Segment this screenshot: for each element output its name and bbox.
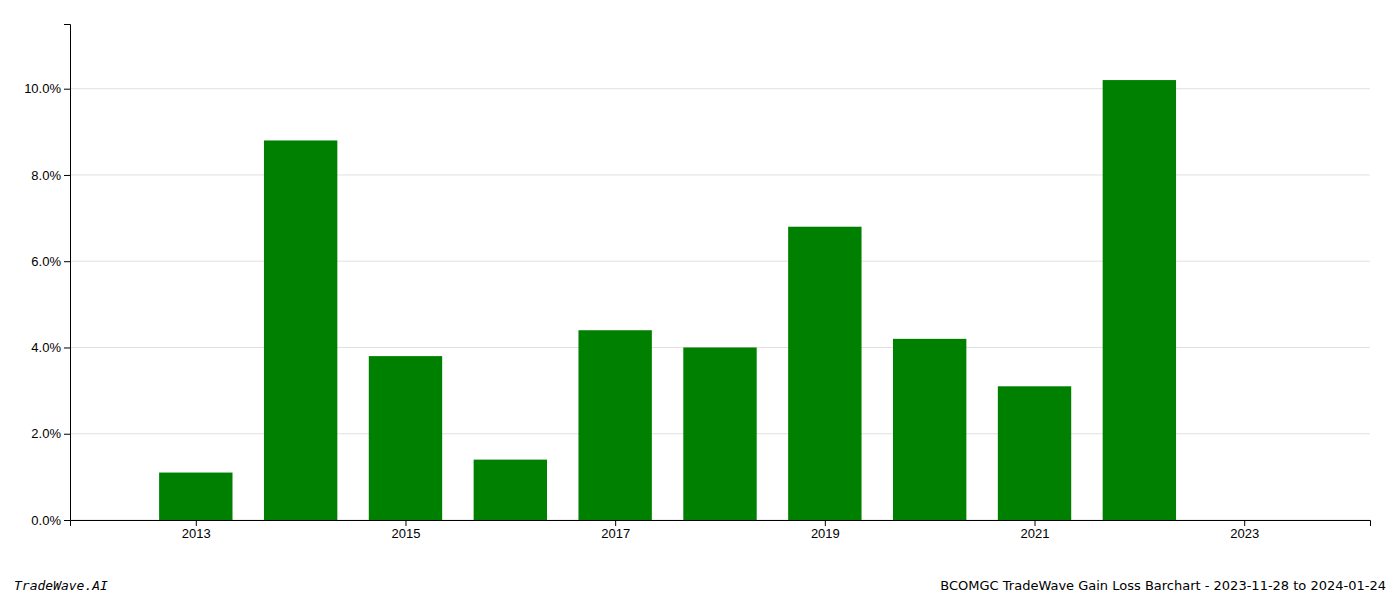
bar xyxy=(159,473,232,520)
x-tick: 2023 xyxy=(1230,520,1259,541)
y-tick: 4.0% xyxy=(31,340,70,355)
footer-right: BCOMGC TradeWave Gain Loss Barchart - 20… xyxy=(940,578,1386,593)
y-tick-label: 0.0% xyxy=(31,513,61,528)
y-tick-label: 2.0% xyxy=(31,426,61,441)
x-tick: 2017 xyxy=(601,520,630,541)
y-tick-mark xyxy=(64,520,70,521)
x-tick-label: 2023 xyxy=(1230,526,1259,541)
bar xyxy=(788,227,861,520)
y-tick-label: 10.0% xyxy=(24,81,61,96)
y-tick-label: 4.0% xyxy=(31,340,61,355)
x-tick-mark xyxy=(1244,520,1245,526)
y-tick: 8.0% xyxy=(31,168,70,183)
y-tick-mark xyxy=(64,434,70,435)
x-tick-mark xyxy=(825,520,826,526)
bar xyxy=(369,356,442,520)
y-tick-label: 8.0% xyxy=(31,168,61,183)
y-tick: 2.0% xyxy=(31,426,70,441)
x-tick: 2019 xyxy=(811,520,840,541)
bars xyxy=(159,80,1176,520)
x-axis: 2013 2015 2017 2019 2021 2023 xyxy=(71,520,1371,541)
bar xyxy=(1103,80,1176,520)
y-tick: 6.0% xyxy=(31,254,70,269)
y-tick: 0.0% xyxy=(31,513,70,528)
x-tick: 2021 xyxy=(1021,520,1050,541)
x-tick-label: 2017 xyxy=(601,526,630,541)
bar xyxy=(683,347,756,520)
x-tick-label: 2019 xyxy=(811,526,840,541)
y-tick-mark xyxy=(64,175,70,176)
x-tick: 2013 xyxy=(182,520,211,541)
footer-left: TradeWave.AI xyxy=(14,578,108,593)
x-tick-label: 2021 xyxy=(1021,526,1050,541)
bar xyxy=(998,386,1071,520)
y-axis: 0.0% 2.0% 4.0% 6.0% 8.0% 10.0% xyxy=(24,25,70,528)
y-tick-mark xyxy=(64,347,70,348)
x-axis-line xyxy=(71,521,1371,527)
x-tick-mark xyxy=(405,520,406,526)
y-tick: 10.0% xyxy=(24,81,70,96)
chart: 2013 2015 2017 2019 2021 2023 0.0% 2.0% 4.0% 6.0%… xyxy=(0,0,1400,600)
bar xyxy=(264,140,337,520)
x-tick-label: 2015 xyxy=(392,526,421,541)
y-tick-mark xyxy=(64,261,70,262)
bar xyxy=(474,460,547,520)
y-tick-mark xyxy=(64,89,70,90)
bar xyxy=(893,339,966,520)
x-tick-mark xyxy=(1035,520,1036,526)
bar xyxy=(578,330,651,520)
x-tick-mark xyxy=(615,520,616,526)
x-tick: 2015 xyxy=(392,520,421,541)
y-tick-label: 6.0% xyxy=(31,254,61,269)
x-tick-label: 2013 xyxy=(182,526,211,541)
x-tick-mark xyxy=(196,520,197,526)
plot: 2013 2015 2017 2019 2021 2023 0.0% 2.0% 4.0% 6.0%… xyxy=(24,25,1370,542)
y-axis-line xyxy=(64,25,71,521)
